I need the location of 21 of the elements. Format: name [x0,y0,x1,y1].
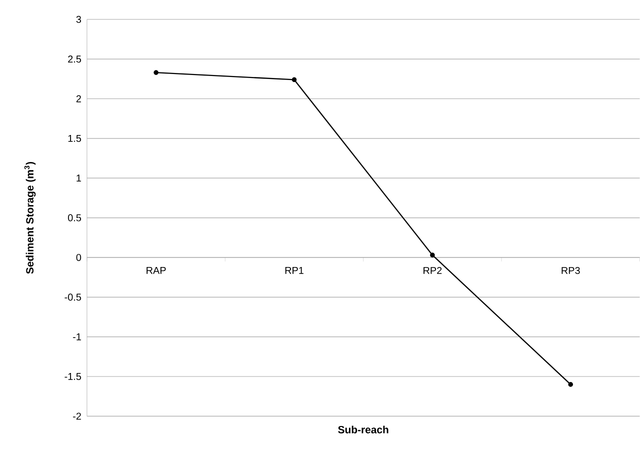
x-tick-label: RP1 [285,267,304,274]
y-tick-label: 2 [76,95,81,102]
y-tick-label: 0 [76,254,82,262]
point [154,70,158,76]
y-tick-label: -1.5 [64,373,82,380]
x-tick-label: RAP [146,267,166,274]
y-tick-label: -0.5 [64,294,82,301]
x-tick-label: RP3 [562,267,580,274]
x-tick-label: RP2 [424,267,442,274]
y-tick-label: 1.5 [68,135,82,142]
y-tick-label: -1 [73,334,81,340]
y-tick-label: -2 [73,412,81,420]
point [568,382,574,387]
y-tick-label: 3 [76,16,82,24]
x-axis-title: Sub-reach [338,426,388,434]
y-axis-title: Sediment Storage (m$^{3}$) [24,162,36,274]
point [292,77,297,82]
point [430,252,435,258]
y-tick-label: 2.5 [68,56,82,63]
y-tick-label: 1 [76,174,81,182]
y-tick-label: 0.5 [68,214,82,222]
